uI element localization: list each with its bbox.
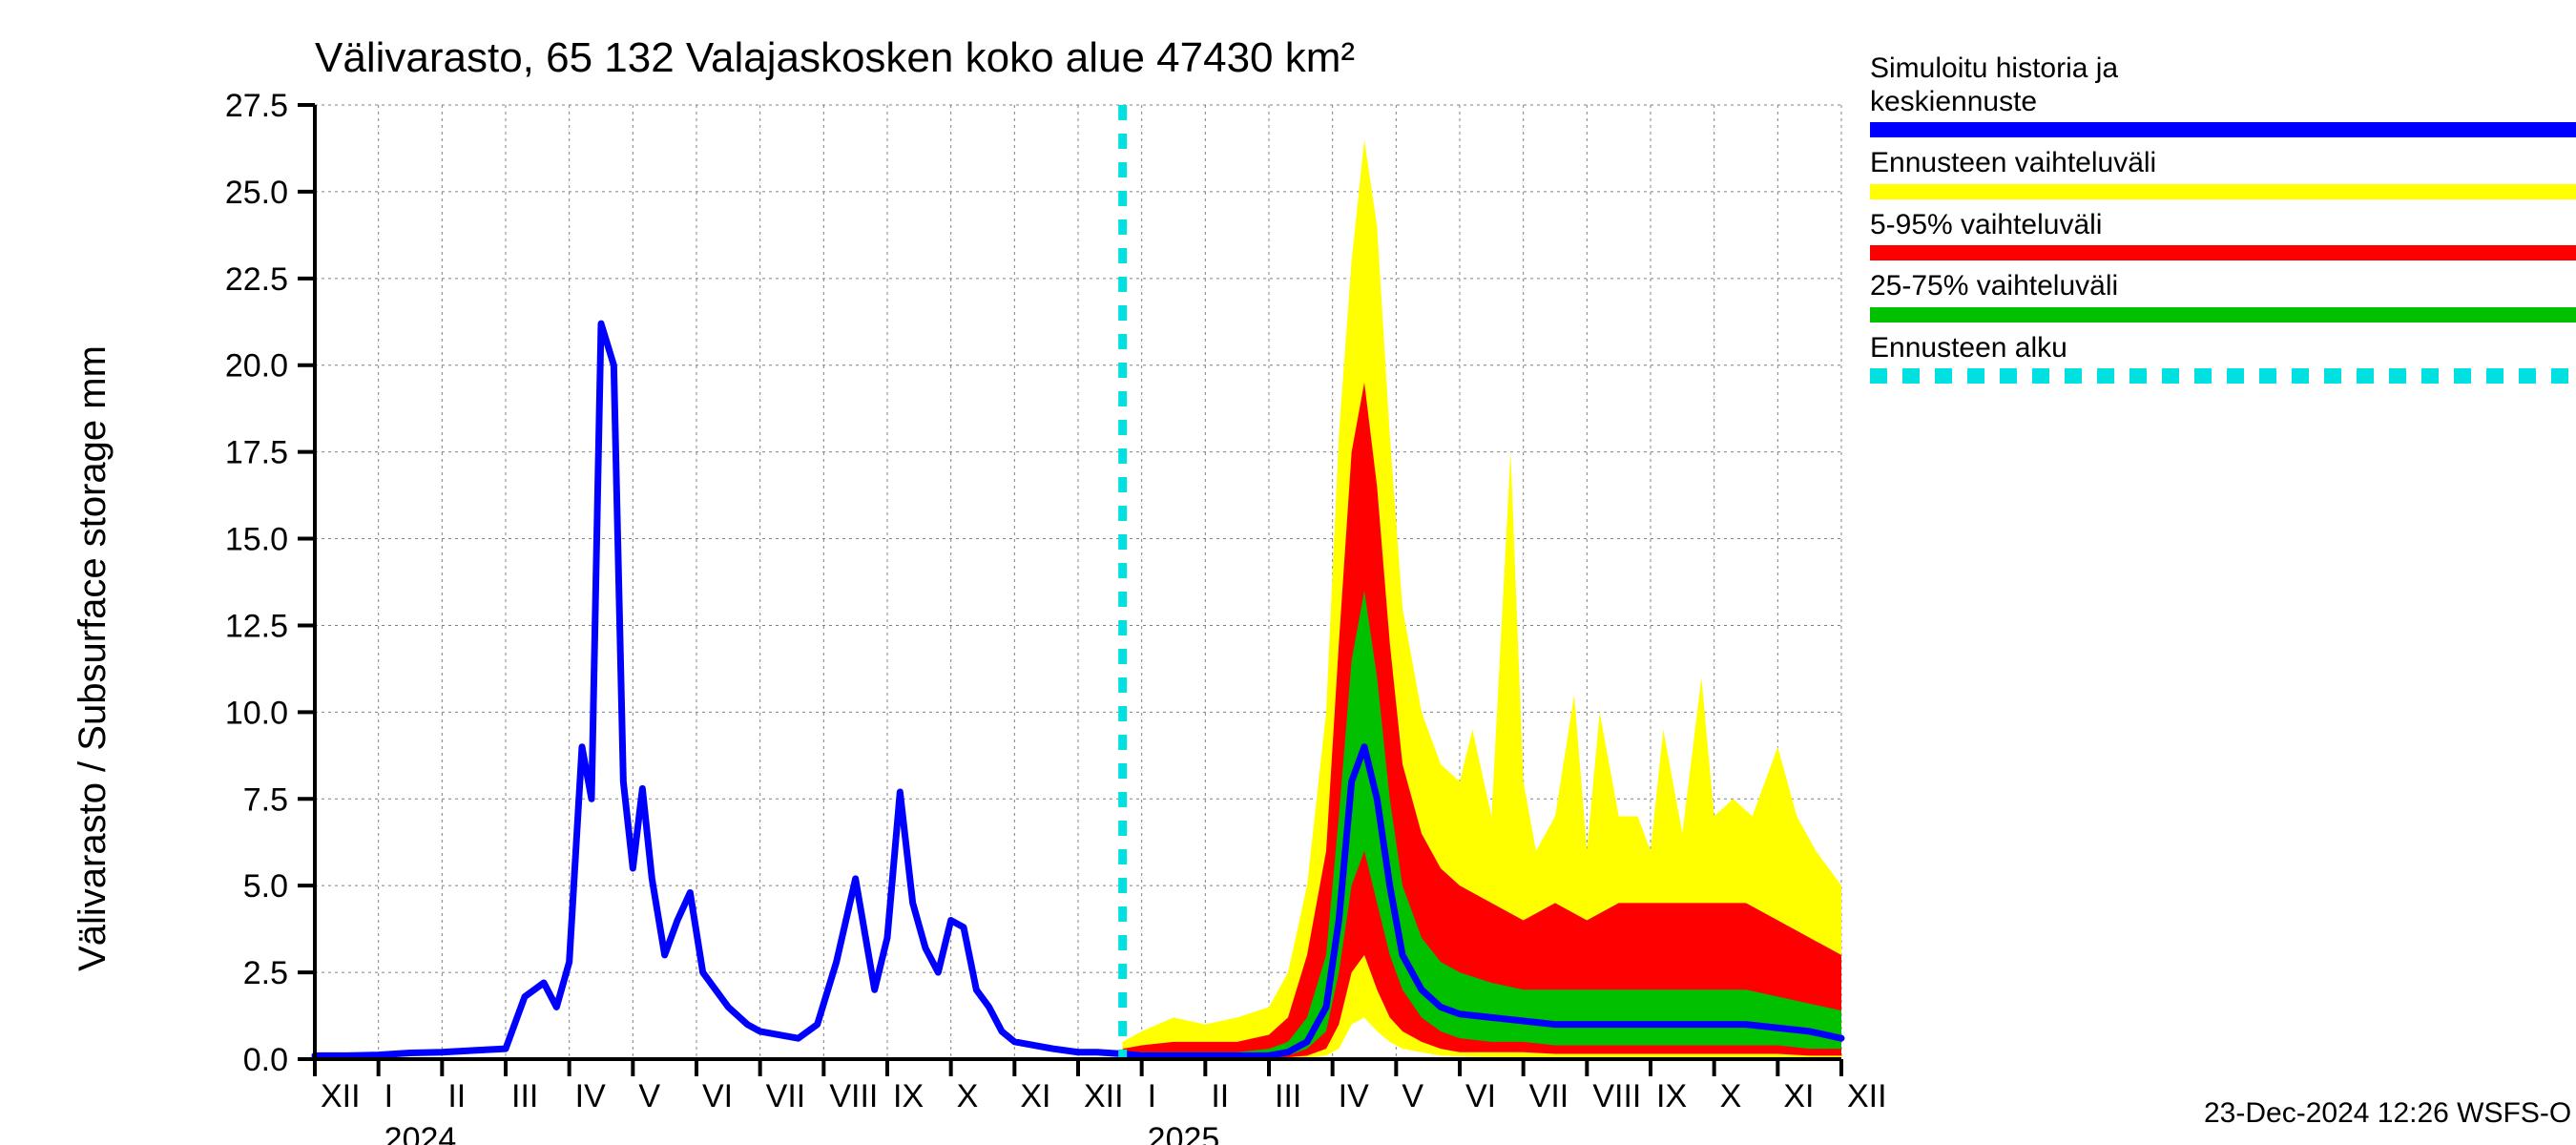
legend-label: 5-95% vaihteluväli (1870, 209, 2576, 242)
y-tick-label: 15.0 (225, 522, 288, 558)
legend-swatch (1870, 122, 2576, 137)
x-tick-label: VI (702, 1078, 733, 1114)
footer-timestamp: 23-Dec-2024 12:26 WSFS-O (2204, 1097, 2571, 1130)
legend-label: keskiennuste (1870, 86, 2576, 119)
y-tick-label: 5.0 (243, 868, 288, 905)
legend-swatch (1870, 245, 2576, 260)
x-year-label: 2025 (1148, 1121, 1220, 1145)
x-tick-label: IX (1656, 1078, 1687, 1114)
y-tick-label: 20.0 (225, 348, 288, 385)
legend-label: Ennusteen vaihteluväli (1870, 147, 2576, 180)
y-tick-label: 0.0 (243, 1042, 288, 1078)
x-tick-label: II (447, 1078, 466, 1114)
y-tick-label: 12.5 (225, 608, 288, 644)
y-tick-label: 2.5 (243, 955, 288, 991)
x-tick-label: X (1720, 1078, 1742, 1114)
y-tick-label: 27.5 (225, 88, 288, 124)
legend-item: 25-75% vaihteluväli (1870, 270, 2576, 323)
legend-swatch (1870, 307, 2576, 323)
chart-container: 0.0 2.5 5.0 7.5 10.0 12.5 15.0 17.5 20.0 22.5 25.0… (0, 0, 2576, 1145)
x-tick-label: II (1211, 1078, 1229, 1114)
legend: Simuloitu historia jakeskiennuste Ennuste… (1870, 52, 2576, 393)
legend-label: Simuloitu historia ja (1870, 52, 2576, 86)
x-tick-label: XI (1783, 1078, 1814, 1114)
legend-item: Ennusteen alku (1870, 332, 2576, 385)
x-tick-label: VI (1465, 1078, 1496, 1114)
x-tick-label: XI (1020, 1078, 1050, 1114)
x-tick-label: III (1275, 1078, 1301, 1114)
x-tick-label: XII (321, 1078, 361, 1114)
x-tick-label: X (957, 1078, 979, 1114)
x-tick-label: III (511, 1078, 538, 1114)
x-tick-label: IX (893, 1078, 924, 1114)
x-tick-label: XII (1847, 1078, 1887, 1114)
x-tick-label: I (384, 1078, 393, 1114)
x-tick-label: IV (575, 1078, 606, 1114)
x-tick-label: IV (1339, 1078, 1369, 1114)
x-tick-label: V (638, 1078, 660, 1114)
legend-item: Ennusteen vaihteluväli (1870, 147, 2576, 199)
y-tick-label: 22.5 (225, 261, 288, 298)
x-tick-label: VIII (829, 1078, 878, 1114)
legend-swatch (1870, 184, 2576, 199)
y-axis-label: Välivarasto / Subsurface storage mm (72, 345, 114, 971)
x-tick-label: I (1148, 1078, 1156, 1114)
legend-label: Ennusteen alku (1870, 332, 2576, 365)
x-tick-label: VII (766, 1078, 806, 1114)
y-tick-label: 10.0 (225, 695, 288, 731)
x-tick-label: VII (1529, 1078, 1569, 1114)
x-tick-label: V (1402, 1078, 1423, 1114)
legend-item: Simuloitu historia jakeskiennuste (1870, 52, 2576, 137)
legend-item: 5-95% vaihteluväli (1870, 209, 2576, 261)
x-tick-label: VIII (1592, 1078, 1641, 1114)
x-tick-label: XII (1084, 1078, 1124, 1114)
legend-swatch (1870, 368, 2576, 384)
y-tick-label: 7.5 (243, 781, 288, 818)
x-year-label: 2024 (384, 1121, 457, 1145)
y-tick-label: 17.5 (225, 435, 288, 471)
legend-label: 25-75% vaihteluväli (1870, 270, 2576, 303)
chart-title: Välivarasto, 65 132 Valajaskosken koko a… (315, 34, 1355, 81)
y-tick-label: 25.0 (225, 175, 288, 211)
